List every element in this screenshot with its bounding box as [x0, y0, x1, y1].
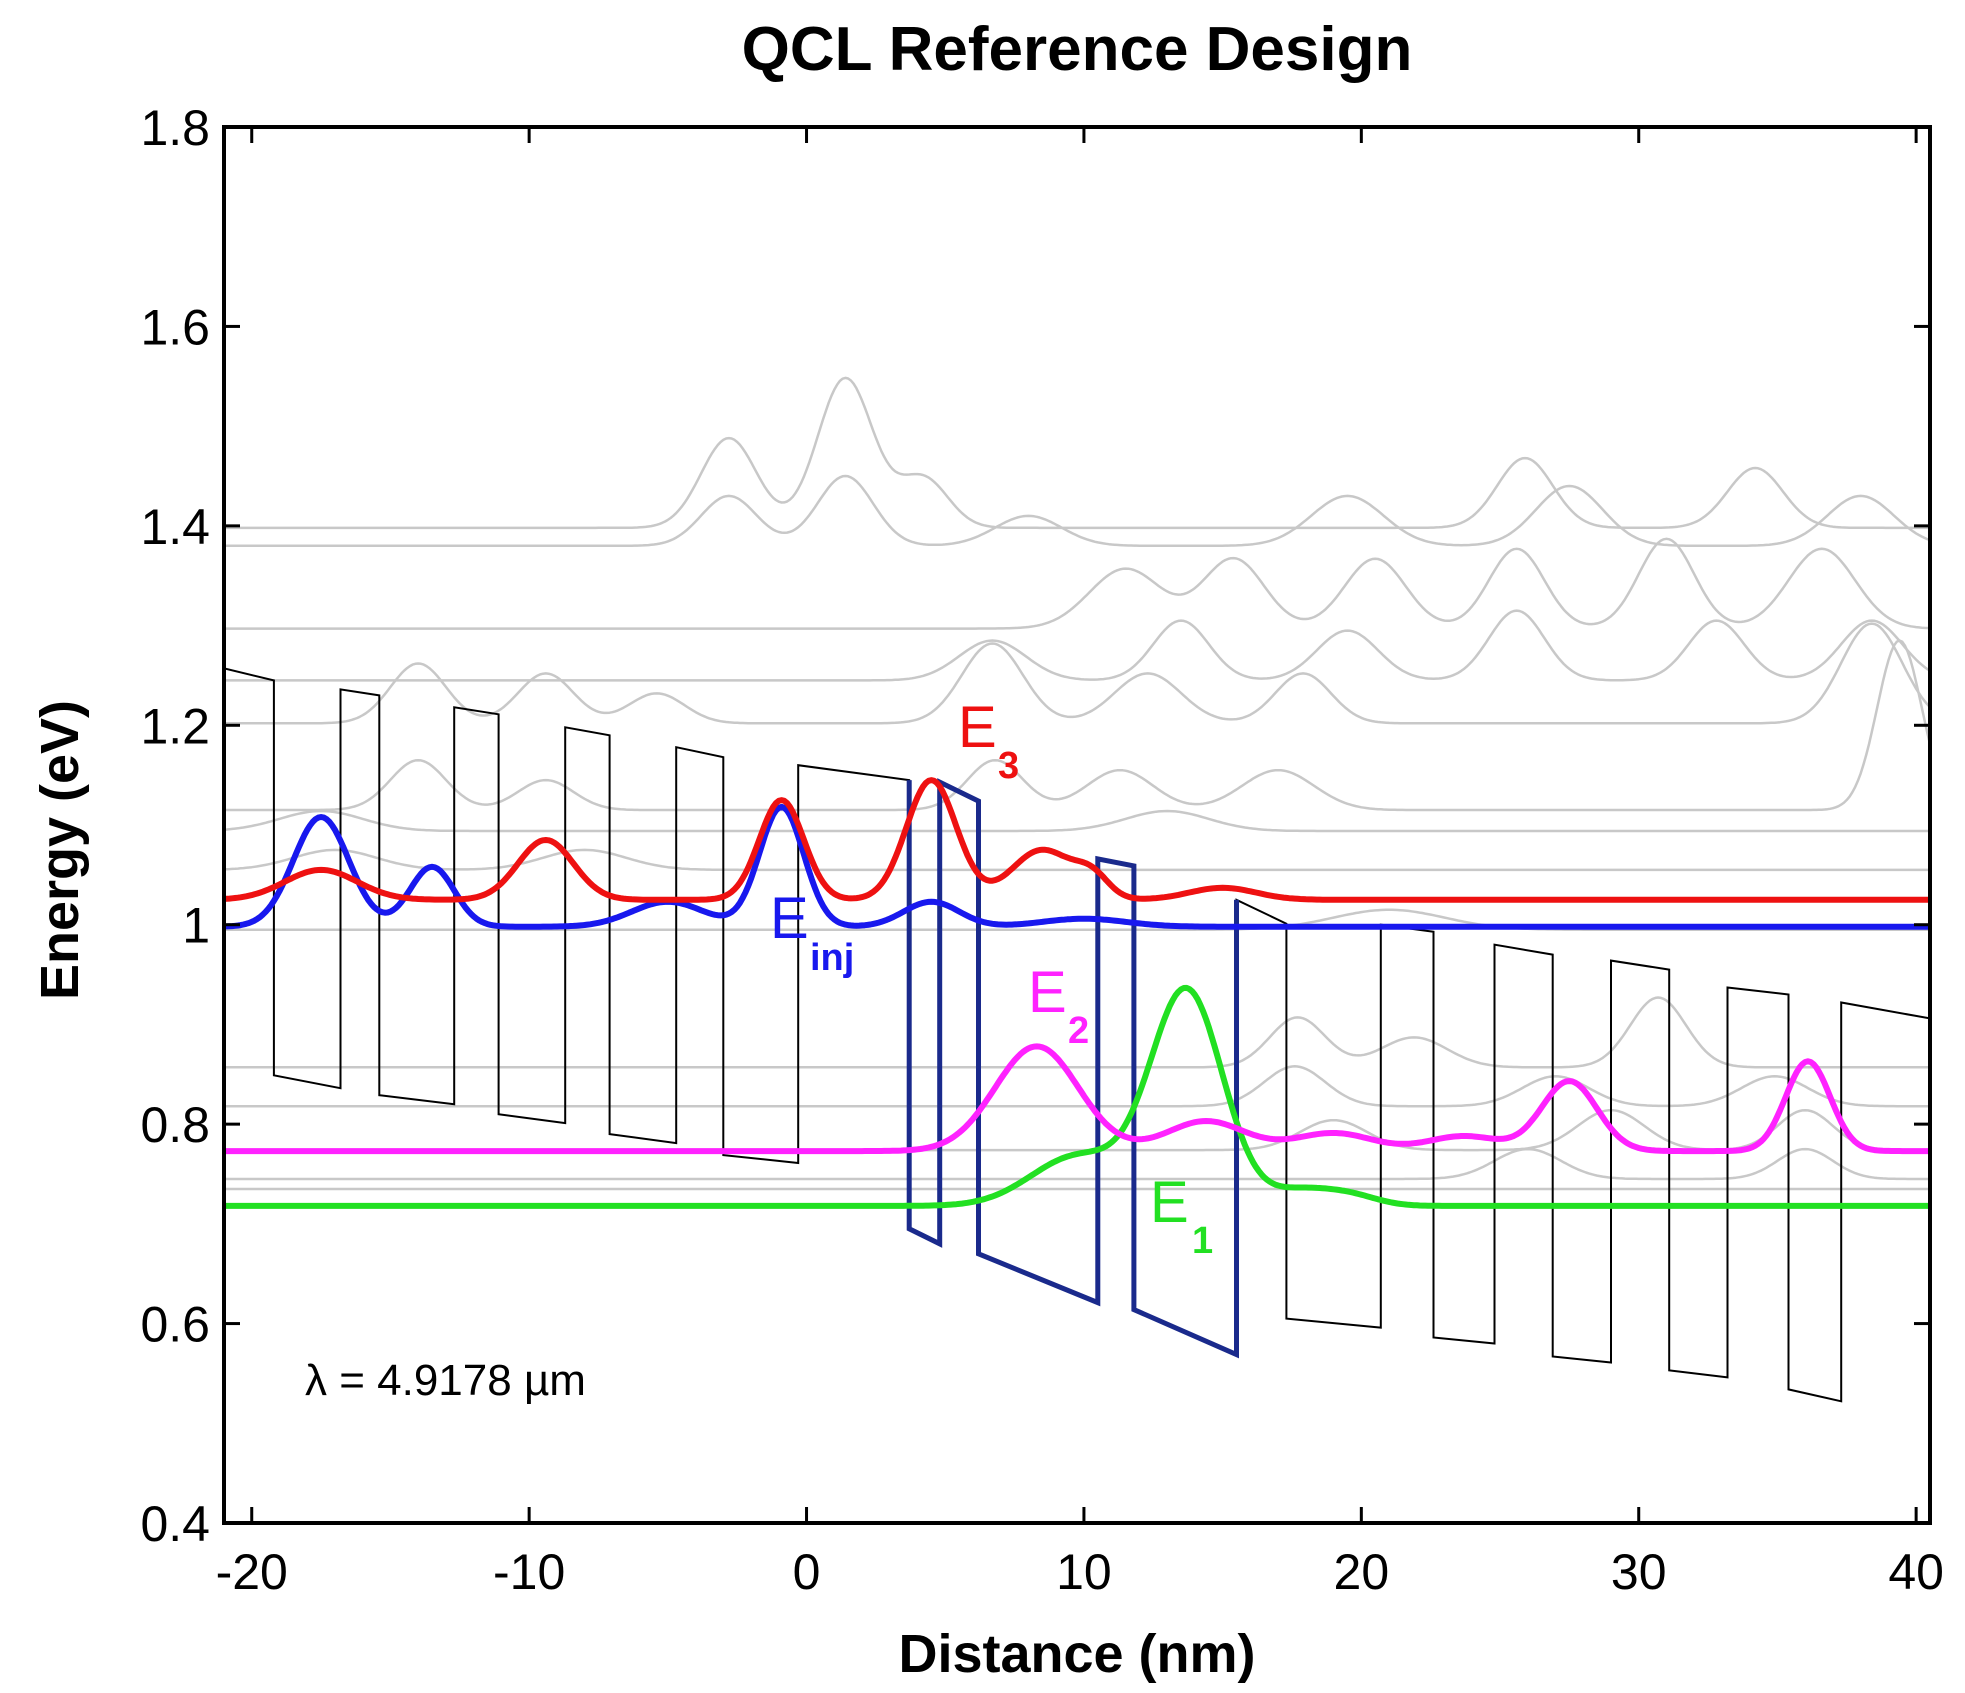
background-state-7 — [224, 809, 1930, 833]
background-state-8 — [224, 848, 1930, 872]
label-E2: E 2 — [1028, 960, 1089, 1052]
background-state-6 — [224, 639, 1930, 812]
band-profile-layer — [224, 667, 1930, 1403]
background-state-1 — [224, 376, 1930, 530]
label-E2-sub: 2 — [1068, 1010, 1089, 1052]
y-tick-label: 0.6 — [140, 1297, 210, 1353]
series-E1 — [224, 984, 1930, 1209]
y-tick-label: 0.4 — [140, 1496, 210, 1552]
state-series-layer — [224, 777, 1930, 1209]
background-state-3 — [224, 537, 1930, 630]
background-state-4 — [224, 609, 1930, 682]
active-region-band — [906, 778, 1239, 1359]
x-tick-label: 30 — [1611, 1544, 1667, 1600]
label-E3-main: E — [958, 695, 997, 760]
y-tick-label: 1 — [182, 898, 210, 954]
series-Einj — [224, 803, 1930, 930]
chart-title: QCL Reference Design — [742, 15, 1413, 84]
label-E1-main: E — [1150, 1170, 1189, 1235]
x-axis-label: Distance (nm) — [898, 1624, 1255, 1684]
y-tick-label: 0.8 — [140, 1097, 210, 1153]
x-tick-label: 40 — [1888, 1544, 1944, 1600]
x-tick-label: -10 — [493, 1544, 565, 1600]
label-E3-sub: 3 — [998, 745, 1019, 787]
series-E3 — [224, 777, 1930, 903]
background-state-11 — [224, 1065, 1930, 1108]
plot-frame — [222, 125, 1932, 1525]
label-Einj-main: E — [770, 886, 809, 951]
x-tick-label: 10 — [1056, 1544, 1112, 1600]
wavelength-annotation: λ = 4.9178 µm — [305, 1356, 586, 1405]
label-Einj-sub: inj — [810, 937, 854, 979]
background-state-2 — [224, 474, 1930, 548]
background-state-5 — [224, 622, 1930, 725]
x-tick-label: 20 — [1334, 1544, 1390, 1600]
background-state-10 — [224, 996, 1930, 1069]
y-tick-label: 1.8 — [140, 100, 210, 156]
y-tick-label: 1.6 — [140, 299, 210, 355]
background-state-13 — [224, 1147, 1930, 1181]
label-E1: E 1 — [1150, 1170, 1213, 1262]
y-axis-label: Energy (eV) — [30, 700, 90, 1000]
series-E2 — [224, 1043, 1930, 1155]
y-tick-label: 1.2 — [140, 698, 210, 754]
x-tick-label: -20 — [216, 1544, 288, 1600]
label-E2-main: E — [1028, 960, 1067, 1025]
label-E3: E 3 — [958, 695, 1019, 787]
y-tick-label: 1.4 — [140, 499, 210, 555]
x-tick-label: 0 — [793, 1544, 821, 1600]
label-Einj: E inj — [770, 886, 854, 979]
ticks-layer: -20 -10 0 10 20 30 40 0.4 0.6 0.8 1 1.2 1.4 1.6 1.8 — [140, 100, 1943, 1600]
label-E1-sub: 1 — [1192, 1220, 1213, 1262]
